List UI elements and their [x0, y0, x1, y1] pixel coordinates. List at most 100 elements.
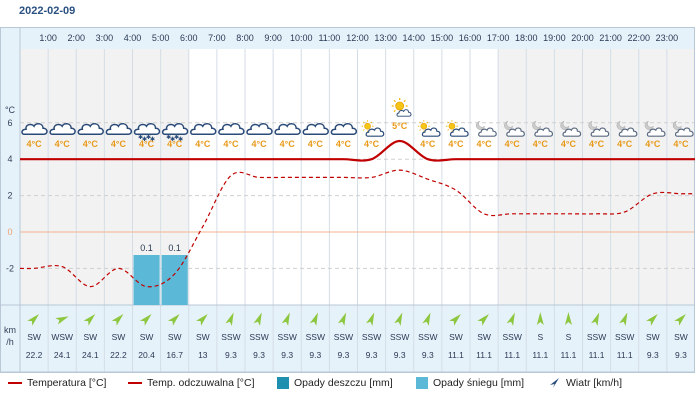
- snow-value-label: 0.1: [168, 243, 181, 253]
- wind-direction: SSW: [221, 332, 240, 342]
- temperature-label: 4°C: [55, 139, 71, 149]
- snow-bar: [161, 255, 188, 305]
- temperature-label: 4°C: [195, 139, 211, 149]
- hour-column: [554, 49, 583, 305]
- wind-direction: SSW: [503, 332, 522, 342]
- hour-label: 17:00: [487, 33, 510, 43]
- temperature-label: 4°C: [223, 139, 239, 149]
- wind-speed: 9.3: [225, 350, 237, 360]
- temperature-label: 4°C: [139, 139, 155, 149]
- wind-speed: 11.1: [448, 350, 464, 360]
- temperature-label: 4°C: [336, 139, 352, 149]
- temperature-line: [20, 139, 695, 162]
- wind-cell: [132, 305, 161, 372]
- temperature-label: 4°C: [111, 139, 127, 149]
- snowflake-icon: ✱: [178, 136, 183, 143]
- legend-rain-label: Opady deszczu [mm]: [294, 377, 393, 389]
- hour-label: 19:00: [543, 33, 566, 43]
- wind-direction: SW: [196, 332, 210, 342]
- date-title: 2022-02-09: [19, 5, 76, 17]
- legend-rain-swatch: [277, 377, 289, 389]
- wind-direction: SSW: [278, 332, 297, 342]
- hour-column: [413, 49, 442, 305]
- wind-direction: SSW: [334, 332, 353, 342]
- temperature-label: 4°C: [477, 139, 493, 149]
- hour-label: 8:00: [236, 33, 254, 43]
- wind-speed: 11.1: [617, 350, 633, 360]
- temperature-label: 4°C: [280, 139, 296, 149]
- legend-wind: Wiatr [km/h]: [549, 377, 622, 389]
- wind-direction: SSW: [418, 332, 437, 342]
- hour-column: [526, 49, 555, 305]
- wind-cell: [104, 305, 133, 372]
- snow-icon: ✱✱✱✱: [133, 122, 161, 143]
- hour-label: 12:00: [346, 33, 369, 43]
- legend-snow-swatch: [416, 377, 428, 389]
- wind-cell: [470, 305, 499, 372]
- temperature-label: 4°C: [561, 139, 577, 149]
- hour-column: [441, 49, 470, 305]
- hour-label: 15:00: [431, 33, 454, 43]
- wind-speed: 13: [198, 350, 208, 360]
- temperature-label: 4°C: [673, 139, 689, 149]
- wind-direction: SSW: [390, 332, 409, 342]
- wind-cell: [441, 305, 470, 372]
- wind-direction: SSW: [306, 332, 325, 342]
- wind-speed: 24.1: [82, 350, 99, 360]
- wind-direction: SW: [112, 332, 126, 342]
- wind-speed: 16.7: [166, 350, 183, 360]
- wind-direction: SW: [646, 332, 660, 342]
- hour-label: 22:00: [627, 33, 650, 43]
- snowflake-icon: ✱: [170, 136, 175, 143]
- temperature-label: 4°C: [533, 139, 549, 149]
- hour-column: [470, 49, 499, 305]
- wind-speed: 22.2: [26, 350, 43, 360]
- snowflake-icon: ✱: [150, 136, 155, 143]
- wind-cell: [638, 305, 667, 372]
- y-tick-label: 4: [7, 154, 12, 164]
- hour-column: [385, 49, 414, 305]
- wind-direction: SSW: [615, 332, 634, 342]
- wind-direction: SW: [674, 332, 688, 342]
- axis-strip: [0, 27, 20, 372]
- snow-icon: ✱✱✱✱: [161, 122, 189, 143]
- legend-snow: Opady śniegu [mm]: [416, 377, 524, 389]
- wind-direction: SSW: [249, 332, 268, 342]
- legend-rain: Opady deszczu [mm]: [277, 377, 393, 389]
- hour-column: [188, 49, 217, 305]
- wind-cell: [160, 305, 189, 372]
- hour-label: 21:00: [599, 33, 622, 43]
- wind-speed: 24.1: [54, 350, 71, 360]
- temperature-lines: [19, 139, 695, 288]
- hour-label: 20:00: [571, 33, 594, 43]
- hour-label: 2:00: [67, 33, 85, 43]
- wind-speed: 11.1: [504, 350, 520, 360]
- wind-direction: SSW: [587, 332, 606, 342]
- legend-wind-label: Wiatr [km/h]: [566, 377, 623, 389]
- hour-label: 9:00: [264, 33, 282, 43]
- hour-label: 10:00: [290, 33, 313, 43]
- snow-value-label: 0.1: [140, 243, 153, 253]
- wind-speed: 9.3: [394, 350, 406, 360]
- hour-label: 3:00: [96, 33, 114, 43]
- hour-column: [582, 49, 611, 305]
- wind-speed: 20.4: [138, 350, 155, 360]
- y-tick-label: 6: [7, 118, 12, 128]
- legend: Temperatura [°C] Temp. odczuwalna [°C] O…: [0, 373, 695, 395]
- feels-like-line: [19, 169, 695, 288]
- snowflake-icon: ✱: [146, 134, 151, 141]
- temperature-label: 4°C: [308, 139, 324, 149]
- wind-direction: WSW: [51, 332, 73, 342]
- snowflake-icon: ✱: [142, 136, 147, 143]
- hour-column: [76, 49, 105, 305]
- precipitation-bars: 0.1 0.1: [133, 243, 188, 305]
- hour-column: [638, 49, 667, 305]
- legend-temperature: Temperatura [°C]: [8, 377, 106, 389]
- wind-speed: 9.3: [281, 350, 293, 360]
- hour-label: 18:00: [515, 33, 538, 43]
- chart-labels: 1:00 2:00 3:00 4:00 5:00 6:00 7:00 8:00 9:00 10:0…: [4, 33, 689, 347]
- wind-speed: 11.1: [476, 350, 492, 360]
- wind-speed: 9.3: [675, 350, 687, 360]
- wind-direction: SW: [449, 332, 463, 342]
- wind-direction: SW: [477, 332, 491, 342]
